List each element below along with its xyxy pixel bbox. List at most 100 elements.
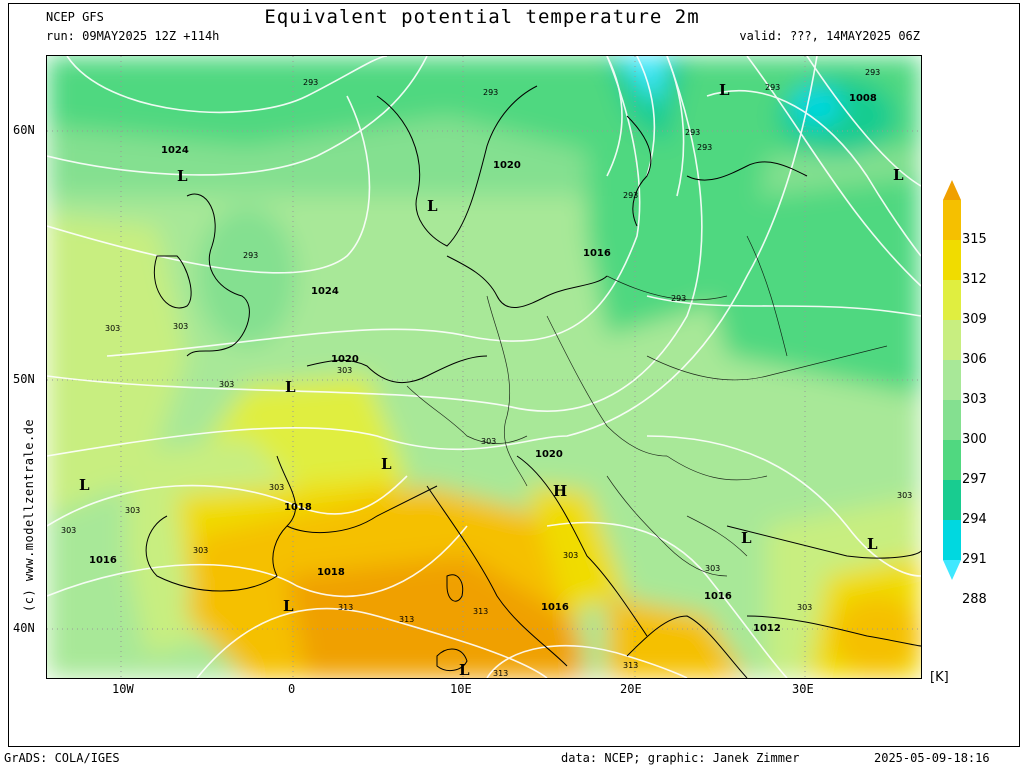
pressure-label: 1020 [493, 160, 521, 171]
graticule [47, 56, 921, 678]
colorbar-cell [943, 240, 961, 281]
valid-time: valid: ???, 14MAY2025 06Z [739, 29, 920, 43]
figure-frame [8, 3, 1020, 747]
svg-text:293: 293 [697, 143, 712, 152]
svg-text:293: 293 [623, 191, 638, 200]
svg-text:303: 303 [193, 546, 208, 555]
svg-text:303: 303 [269, 483, 284, 492]
colorbar-cell [943, 360, 961, 401]
colorbar-label: 306 [962, 352, 987, 367]
svg-text:293: 293 [671, 294, 686, 303]
svg-text:313: 313 [493, 669, 508, 678]
theta-labels: 293 293 293 293 293 293 293 293 293 303 … [61, 68, 912, 678]
low-label: L [741, 529, 752, 547]
lon-label-30e: 30E [792, 682, 814, 696]
pressure-label: 1016 [89, 555, 117, 566]
map-canvas: 1024 1024 1020 1020 1016 1008 1016 1018 … [47, 56, 921, 678]
low-label: L [719, 81, 730, 99]
svg-text:293: 293 [243, 251, 258, 260]
lat-label-50n: 50N [13, 372, 35, 386]
svg-text:313: 313 [338, 603, 353, 612]
low-label: L [459, 661, 470, 678]
watermark: (c) www.modellzentrale.de [22, 418, 36, 612]
low-label: L [381, 455, 392, 473]
svg-text:303: 303 [125, 506, 140, 515]
svg-text:303: 303 [705, 564, 720, 573]
low-label: L [867, 535, 878, 553]
lon-label-0: 0 [288, 682, 296, 696]
pressure-label: 1024 [161, 145, 189, 156]
pressure-centers: L L L L L L L L L L L H L [79, 81, 904, 678]
pressure-label: 1012 [753, 623, 781, 634]
svg-text:293: 293 [765, 83, 780, 92]
svg-text:303: 303 [61, 526, 76, 535]
svg-text:303: 303 [173, 322, 188, 331]
svg-text:293: 293 [483, 88, 498, 97]
svg-text:313: 313 [399, 615, 414, 624]
pressure-label: 1016 [704, 591, 732, 602]
pressure-label: 1020 [331, 354, 359, 365]
coastlines [145, 85, 921, 678]
colorbar-unit: [K] [930, 670, 949, 685]
colorbar-cell [943, 200, 961, 241]
low-label: L [893, 166, 904, 184]
weather-map: 1024 1024 1020 1020 1016 1008 1016 1018 … [46, 55, 922, 679]
lat-label-60n: 60N [13, 123, 35, 137]
low-label: L [283, 597, 294, 615]
colorbar-cell [943, 440, 961, 481]
lon-label-20e: 20E [620, 682, 642, 696]
colorbar-cell [943, 480, 961, 521]
pressure-label: 1020 [535, 449, 563, 460]
low-label: L [177, 167, 188, 185]
svg-text:313: 313 [623, 661, 638, 670]
svg-text:293: 293 [303, 78, 318, 87]
lon-label-10e: 10E [450, 682, 472, 696]
colorbar-label: 291 [962, 552, 987, 567]
svg-text:303: 303 [481, 437, 496, 446]
isobars [47, 56, 921, 678]
pressure-label: 1024 [311, 286, 339, 297]
high-label: H [553, 482, 567, 500]
svg-text:303: 303 [219, 380, 234, 389]
colorbar-label: 312 [962, 272, 987, 287]
chart-title: Equivalent potential temperature 2m [264, 6, 700, 28]
low-label: L [79, 476, 90, 494]
svg-text:293: 293 [865, 68, 880, 77]
pressure-labels: 1024 1024 1020 1020 1016 1008 1016 1018 … [89, 93, 877, 634]
pressure-label: 1016 [541, 602, 569, 613]
svg-text:303: 303 [897, 491, 912, 500]
svg-text:313: 313 [473, 607, 488, 616]
colorbar-label: 315 [962, 232, 987, 247]
data-credit: data: NCEP; graphic: Janek Zimmer [561, 751, 800, 765]
borders [406, 235, 888, 577]
temperature-field [47, 56, 921, 678]
svg-text:303: 303 [563, 551, 578, 560]
svg-text:303: 303 [797, 603, 812, 612]
colorbar-cell [943, 280, 961, 321]
timestamp: 2025-05-09-18:16 [874, 751, 990, 765]
colorbar-label: 300 [962, 432, 987, 447]
colorbar-bottom-arrow [943, 560, 961, 580]
colorbar-label: 297 [962, 472, 987, 487]
colorbar-label: 303 [962, 392, 987, 407]
model-name: NCEP GFS [46, 10, 104, 24]
svg-text:303: 303 [105, 324, 120, 333]
pressure-label: 1008 [849, 93, 877, 104]
pressure-label: 1018 [317, 567, 345, 578]
lon-label-10w: 10W [112, 682, 134, 696]
pressure-label: 1016 [583, 248, 611, 259]
svg-text:303: 303 [337, 366, 352, 375]
colorbar-label: 294 [962, 512, 987, 527]
run-info: run: 09MAY2025 12Z +114h [46, 29, 220, 43]
svg-text:293: 293 [685, 128, 700, 137]
lat-label-40n: 40N [13, 621, 35, 635]
grads-credit: GrADS: COLA/IGES [4, 751, 120, 765]
pressure-label: 1018 [284, 502, 312, 513]
colorbar-cell [943, 400, 961, 441]
low-label: L [285, 378, 296, 396]
colorbar-cell [943, 320, 961, 361]
colorbar-label: 309 [962, 312, 987, 327]
colorbar-top-arrow [943, 180, 961, 200]
colorbar-label: 288 [962, 592, 987, 607]
colorbar-cell [943, 520, 961, 561]
